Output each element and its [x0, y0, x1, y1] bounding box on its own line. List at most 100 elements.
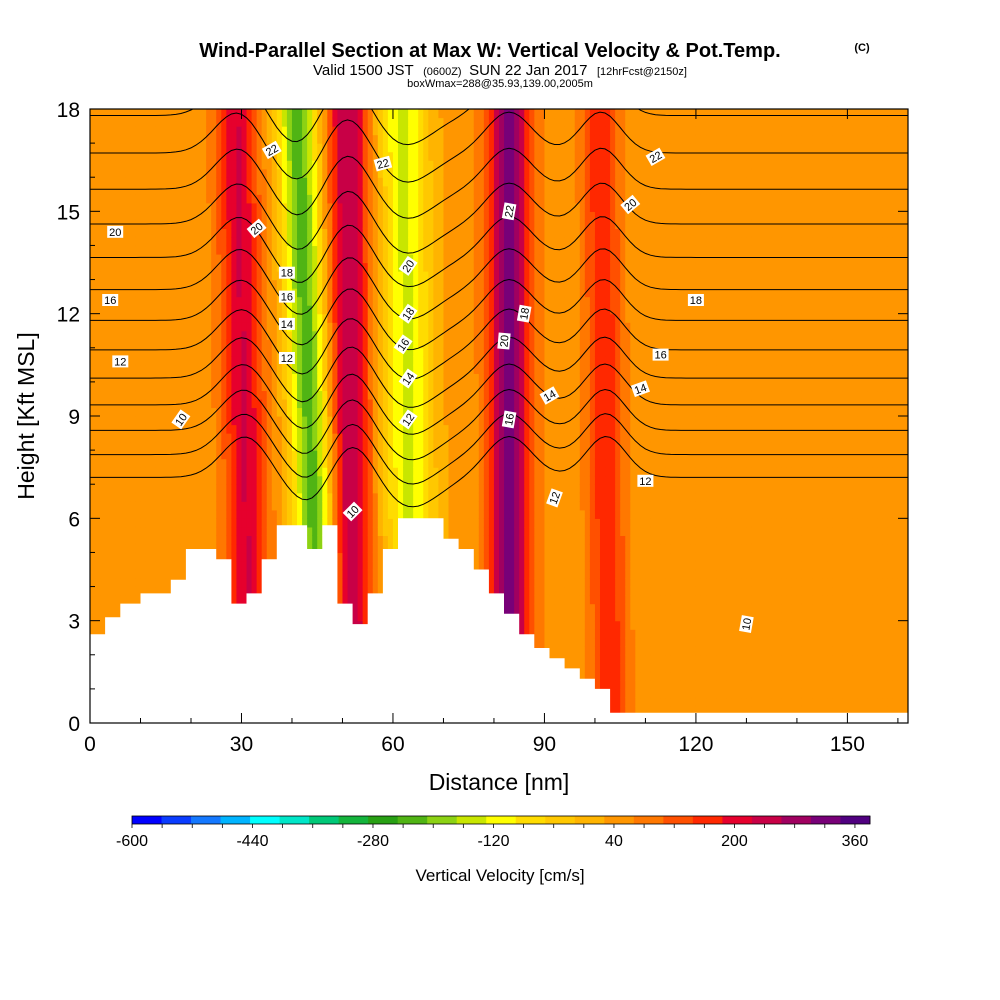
velocity-cell	[317, 288, 323, 298]
velocity-cell	[135, 390, 142, 400]
velocity-cell	[251, 177, 258, 187]
velocity-cell	[322, 347, 328, 357]
velocity-cell	[100, 578, 106, 588]
velocity-cell	[408, 228, 414, 238]
velocity-cell	[160, 143, 167, 153]
velocity-cell	[367, 151, 374, 161]
velocity-cell	[317, 398, 323, 409]
velocity-cell	[392, 330, 399, 340]
velocity-cell	[433, 245, 440, 255]
velocity-cell	[90, 578, 96, 588]
velocity-cell	[403, 143, 409, 153]
velocity-cell	[423, 151, 429, 161]
velocity-cell	[246, 356, 253, 366]
velocity-cell	[110, 560, 116, 571]
velocity-cell	[130, 168, 137, 178]
velocity-cell	[216, 526, 222, 536]
velocity-cell	[418, 356, 424, 366]
velocity-cell	[90, 356, 96, 366]
velocity-cell	[231, 347, 238, 357]
velocity-cell	[403, 475, 409, 485]
velocity-cell	[398, 168, 404, 178]
velocity-cell	[332, 313, 339, 323]
velocity-cell	[175, 245, 182, 255]
velocity-cell	[185, 407, 192, 417]
velocity-cell	[362, 543, 369, 554]
velocity-cell	[413, 219, 419, 229]
velocity-cell	[387, 228, 394, 238]
velocity-cell	[140, 364, 147, 374]
velocity-cell	[322, 126, 328, 136]
velocity-cell	[95, 484, 101, 494]
velocity-cell	[221, 475, 227, 485]
velocity-cell	[413, 245, 419, 255]
velocity-cell	[266, 347, 273, 357]
velocity-cell	[266, 228, 273, 238]
velocity-cell	[100, 484, 106, 494]
velocity-cell	[206, 305, 212, 315]
velocity-cell	[165, 543, 172, 554]
velocity-cell	[206, 117, 212, 127]
velocity-cell	[428, 219, 434, 229]
velocity-cell	[297, 143, 303, 153]
velocity-cell	[347, 228, 354, 238]
velocity-cell	[302, 433, 308, 443]
velocity-cell	[100, 433, 106, 443]
velocity-cell	[185, 236, 192, 247]
velocity-cell	[216, 262, 222, 272]
velocity-cell	[382, 245, 389, 255]
velocity-cell	[251, 330, 258, 340]
velocity-cell	[150, 228, 157, 238]
velocity-cell	[428, 467, 434, 477]
velocity-cell	[433, 330, 440, 340]
velocity-cell	[372, 185, 379, 195]
velocity-cell	[201, 330, 207, 340]
velocity-cell	[362, 398, 369, 409]
velocity-cell	[271, 322, 278, 332]
velocity-cell	[418, 450, 424, 460]
velocity-cell	[115, 441, 121, 451]
velocity-cell	[246, 569, 253, 579]
velocity-cell	[236, 211, 243, 221]
velocity-cell	[337, 245, 344, 255]
velocity-cell	[337, 151, 344, 161]
velocity-cell	[276, 168, 283, 178]
velocity-cell	[110, 202, 116, 212]
velocity-cell	[261, 433, 268, 443]
velocity-cell	[216, 126, 222, 136]
velocity-cell	[110, 194, 116, 204]
velocity-cell	[90, 160, 96, 170]
velocity-cell	[418, 134, 424, 144]
velocity-cell	[266, 236, 273, 247]
velocity-cell	[241, 253, 248, 264]
velocity-cell	[135, 143, 142, 153]
velocity-cell	[297, 202, 303, 212]
velocity-cell	[433, 279, 440, 289]
velocity-cell	[372, 305, 379, 315]
velocity-cell	[165, 552, 172, 562]
velocity-cell	[201, 450, 207, 460]
velocity-cell	[317, 390, 323, 400]
velocity-cell	[165, 347, 172, 357]
velocity-cell	[155, 109, 162, 119]
velocity-cell	[317, 475, 323, 485]
velocity-cell	[367, 526, 374, 536]
velocity-cell	[180, 151, 187, 161]
velocity-cell	[231, 262, 238, 272]
velocity-cell	[125, 322, 131, 332]
velocity-cell	[392, 398, 399, 409]
velocity-cell	[226, 467, 232, 477]
velocity-cell	[297, 390, 303, 400]
velocity-cell	[231, 313, 238, 323]
velocity-cell	[387, 526, 394, 536]
velocity-cell	[281, 143, 288, 153]
velocity-cell	[196, 416, 202, 426]
velocity-cell	[216, 407, 222, 417]
velocity-cell	[387, 364, 394, 374]
velocity-cell	[367, 509, 374, 519]
velocity-cell	[312, 518, 318, 528]
velocity-cell	[367, 219, 374, 229]
velocity-cell	[155, 467, 162, 477]
velocity-cell	[307, 433, 313, 443]
velocity-cell	[327, 253, 333, 264]
